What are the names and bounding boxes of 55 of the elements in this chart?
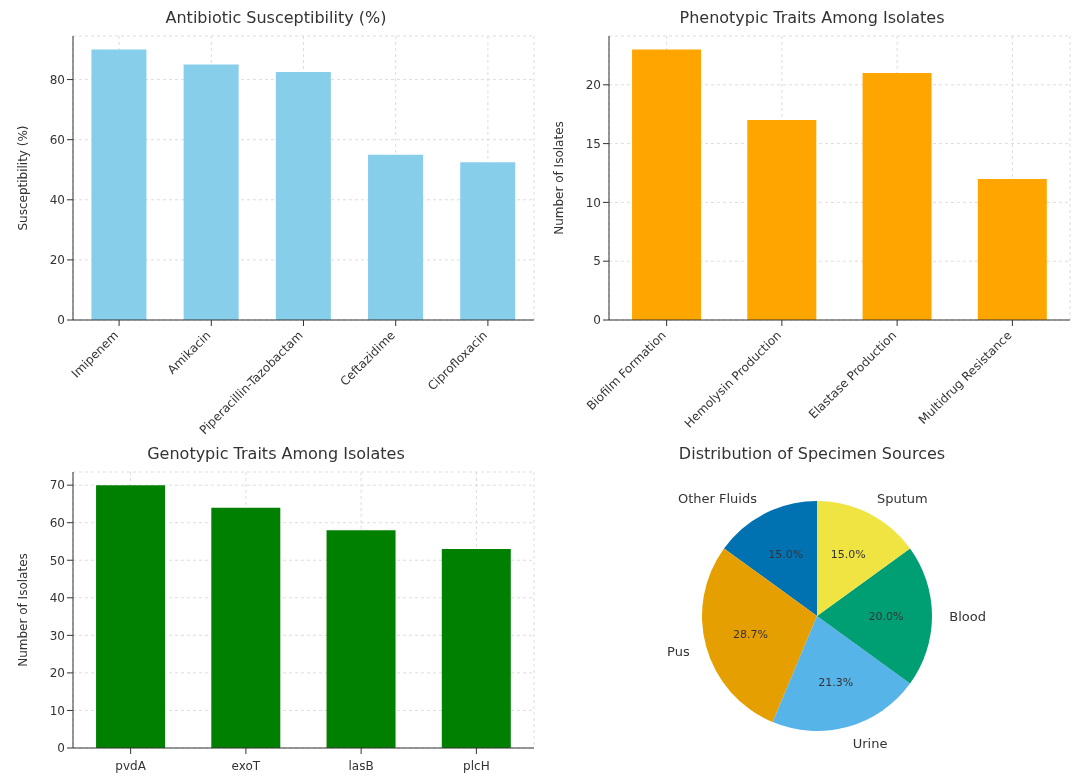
bar	[977, 178, 1047, 320]
bar	[183, 64, 239, 320]
bar	[441, 548, 511, 748]
data-label: 15.0%	[768, 548, 804, 562]
chart-title: Distribution of Specimen Sources	[677, 444, 947, 465]
bar	[632, 49, 702, 320]
y-tick-label: 20	[585, 78, 601, 93]
chart-title: Antibiotic Susceptibility (%)	[164, 8, 388, 29]
bar	[368, 154, 424, 320]
bar	[862, 73, 932, 320]
slice-label: Pus	[667, 644, 690, 660]
y-tick-label: 30	[49, 628, 65, 643]
y-tick-label: 40	[49, 591, 65, 606]
y-tick-label: 40	[49, 193, 65, 208]
y-tick-label: 0	[57, 741, 65, 756]
pie-slice	[723, 501, 817, 616]
slice-label: Urine	[852, 735, 888, 751]
y-tick-label: 60	[49, 132, 65, 147]
pie-slice	[817, 548, 932, 684]
bar	[460, 162, 516, 320]
x-tick-label: lasB	[348, 759, 374, 773]
y-axis-title: Number of Isolates	[16, 553, 31, 667]
data-label: 15.0%	[830, 548, 866, 562]
y-tick-label: 10	[585, 195, 601, 210]
slice-label: Other Fluids	[677, 490, 758, 506]
x-tick-label: pvdA	[115, 759, 147, 773]
bar	[747, 120, 817, 320]
bar	[326, 530, 396, 748]
y-tick-label: 10	[49, 703, 65, 718]
bar	[211, 507, 281, 748]
data-label: 20.0%	[868, 609, 904, 623]
bar	[275, 72, 331, 320]
data-label: 28.7%	[733, 628, 769, 642]
y-tick-label: 80	[49, 72, 65, 87]
x-tick-label: exoT	[231, 759, 261, 773]
y-tick-label: 0	[593, 313, 601, 328]
y-tick-label: 50	[49, 553, 65, 568]
y-tick-label: 5	[593, 254, 601, 269]
slice-label: Sputum	[877, 490, 928, 506]
y-tick-label: 20	[49, 253, 65, 268]
y-tick-label: 0	[57, 313, 65, 328]
pie-slice	[702, 548, 817, 723]
y-tick-label: 15	[585, 136, 601, 151]
x-tick-label: plcH	[463, 759, 490, 773]
y-tick-label: 20	[49, 666, 65, 681]
chart-title: Phenotypic Traits Among Isolates	[678, 8, 946, 29]
y-tick-label: 60	[49, 515, 65, 530]
bar	[96, 485, 166, 748]
y-axis-title: Number of Isolates	[552, 121, 567, 235]
chart-title: Genotypic Traits Among Isolates	[146, 444, 406, 465]
bar	[91, 49, 147, 320]
slice-label: Blood	[949, 608, 986, 624]
y-axis-title: Susceptibility (%)	[16, 125, 31, 231]
y-tick-label: 70	[49, 478, 65, 493]
data-label: 21.3%	[818, 675, 854, 689]
